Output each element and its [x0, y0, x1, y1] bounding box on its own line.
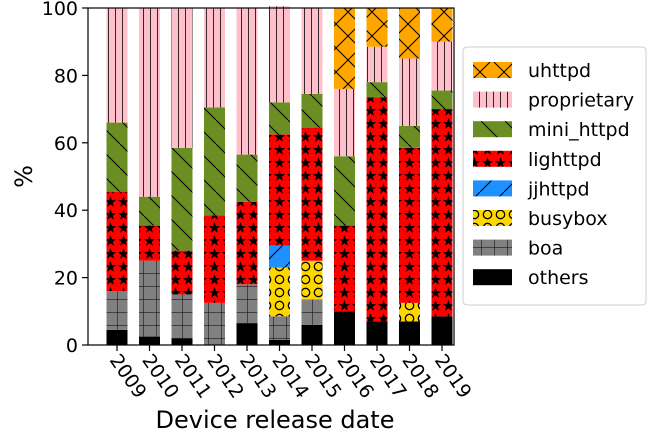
- bar-lighttpd-2019: [431, 109, 453, 317]
- bar-lighttpd-2011: [171, 250, 193, 295]
- bar-uhttpd-2017: [366, 8, 388, 47]
- bar-uhttpd-2019: [431, 8, 453, 42]
- bar-mini-httpd-2014: [269, 102, 290, 135]
- bar-lighttpd-2018: [399, 147, 420, 303]
- bar-proprietary-2011: [171, 8, 193, 148]
- y-tick-label: 0: [66, 335, 78, 357]
- y-tick-label: 20: [54, 268, 78, 290]
- bar-proprietary-2017: [366, 46, 388, 83]
- legend-swatch-lighttpd: [473, 150, 512, 167]
- legend-swatch-jjhttpd: [473, 180, 512, 197]
- bar-busybox-2015: [301, 260, 323, 300]
- bar-proprietary-2012: [204, 8, 225, 108]
- bar-boa-2015: [301, 299, 323, 325]
- y-tick-label: 60: [54, 133, 78, 155]
- bar-proprietary-2013: [236, 8, 258, 155]
- legend-label-others: others: [528, 267, 589, 289]
- bar-others-2017: [366, 321, 388, 345]
- bar-lighttpd-2010: [139, 225, 160, 261]
- legend-label-proprietary: proprietary: [528, 90, 634, 112]
- bar-lighttpd-2017: [366, 97, 388, 322]
- legend-label-busybox: busybox: [528, 208, 608, 230]
- bar-mini-httpd-2010: [139, 196, 160, 226]
- bar-mini-httpd-2017: [366, 82, 388, 98]
- legend-swatch-uhttpd: [473, 62, 512, 78]
- bar-others-2010: [139, 336, 160, 345]
- bar-others-2019: [431, 316, 453, 345]
- bar-lighttpd-2012: [204, 215, 225, 303]
- bar-mini-httpd-2011: [171, 147, 193, 251]
- bar-proprietary-2016: [334, 88, 355, 157]
- bar-others-2011: [171, 338, 193, 345]
- y-axis-title: %: [10, 165, 38, 188]
- bar-proprietary-2019: [431, 41, 453, 91]
- x-axis-title: Device release date: [156, 406, 395, 434]
- bar-others-2015: [301, 324, 323, 345]
- bar-uhttpd-2018: [399, 8, 420, 59]
- legend-swatch-boa: [473, 239, 512, 256]
- bar-lighttpd-2014: [269, 134, 290, 246]
- bar-mini-httpd-2012: [204, 107, 225, 216]
- bar-lighttpd-2009: [106, 191, 128, 292]
- bar-mini-httpd-2015: [301, 93, 323, 128]
- bar-others-2018: [399, 321, 420, 345]
- bar-proprietary-2018: [399, 58, 420, 126]
- bar-busybox-2014: [269, 267, 290, 317]
- bar-proprietary-2014: [269, 6, 290, 103]
- y-tick-label: 40: [54, 200, 78, 222]
- bar-uhttpd-2016: [334, 8, 355, 89]
- bar-lighttpd-2015: [301, 127, 323, 261]
- bar-boa-2010: [139, 260, 160, 337]
- bar-mini-httpd-2016: [334, 156, 355, 226]
- y-tick-label: 100: [42, 0, 78, 20]
- bar-mini-httpd-2009: [106, 122, 128, 192]
- bar-busybox-2018: [399, 302, 420, 322]
- bar-boa-2013: [236, 284, 258, 324]
- y-tick-label: 80: [54, 65, 78, 87]
- legend-label-uhttpd: uhttpd: [528, 60, 591, 82]
- bars-layer: [106, 6, 453, 345]
- legend-swatch-proprietary: [473, 91, 512, 108]
- legend-label-boa: boa: [528, 238, 563, 260]
- bar-lighttpd-2016: [334, 225, 355, 312]
- bar-proprietary-2015: [301, 8, 323, 94]
- bar-jjhttpd-2014: [269, 245, 290, 268]
- bar-others-2014: [269, 339, 290, 345]
- bar-others-2013: [236, 323, 258, 345]
- bar-lighttpd-2013: [236, 201, 258, 285]
- x-tick-label: 2019: [430, 350, 476, 402]
- bar-boa-2012: [204, 302, 225, 345]
- bar-boa-2009: [106, 291, 128, 330]
- legend-label-mini-httpd: mini_httpd: [528, 119, 630, 141]
- bar-mini-httpd-2019: [431, 90, 453, 110]
- plot-frame: [87, 7, 455, 346]
- legend-swatch-others: [473, 269, 512, 286]
- bar-boa-2014: [269, 316, 290, 340]
- bar-others-2016: [334, 311, 355, 345]
- bar-boa-2011: [171, 294, 193, 339]
- legend: uhttpd proprietary mini_httpd lighttpd jjhtt…: [462, 46, 647, 306]
- bar-mini-httpd-2018: [399, 125, 420, 148]
- bar-proprietary-2010: [139, 8, 160, 197]
- legend-swatch-mini-httpd: [473, 121, 512, 138]
- bar-proprietary-2009: [106, 8, 128, 123]
- legend-label-jjhttpd: jjhttpd: [527, 178, 590, 200]
- legend-label-lighttpd: lighttpd: [528, 149, 602, 171]
- bar-others-2009: [106, 329, 128, 345]
- bar-mini-httpd-2013: [236, 154, 258, 202]
- legend-swatch-busybox: [473, 210, 512, 226]
